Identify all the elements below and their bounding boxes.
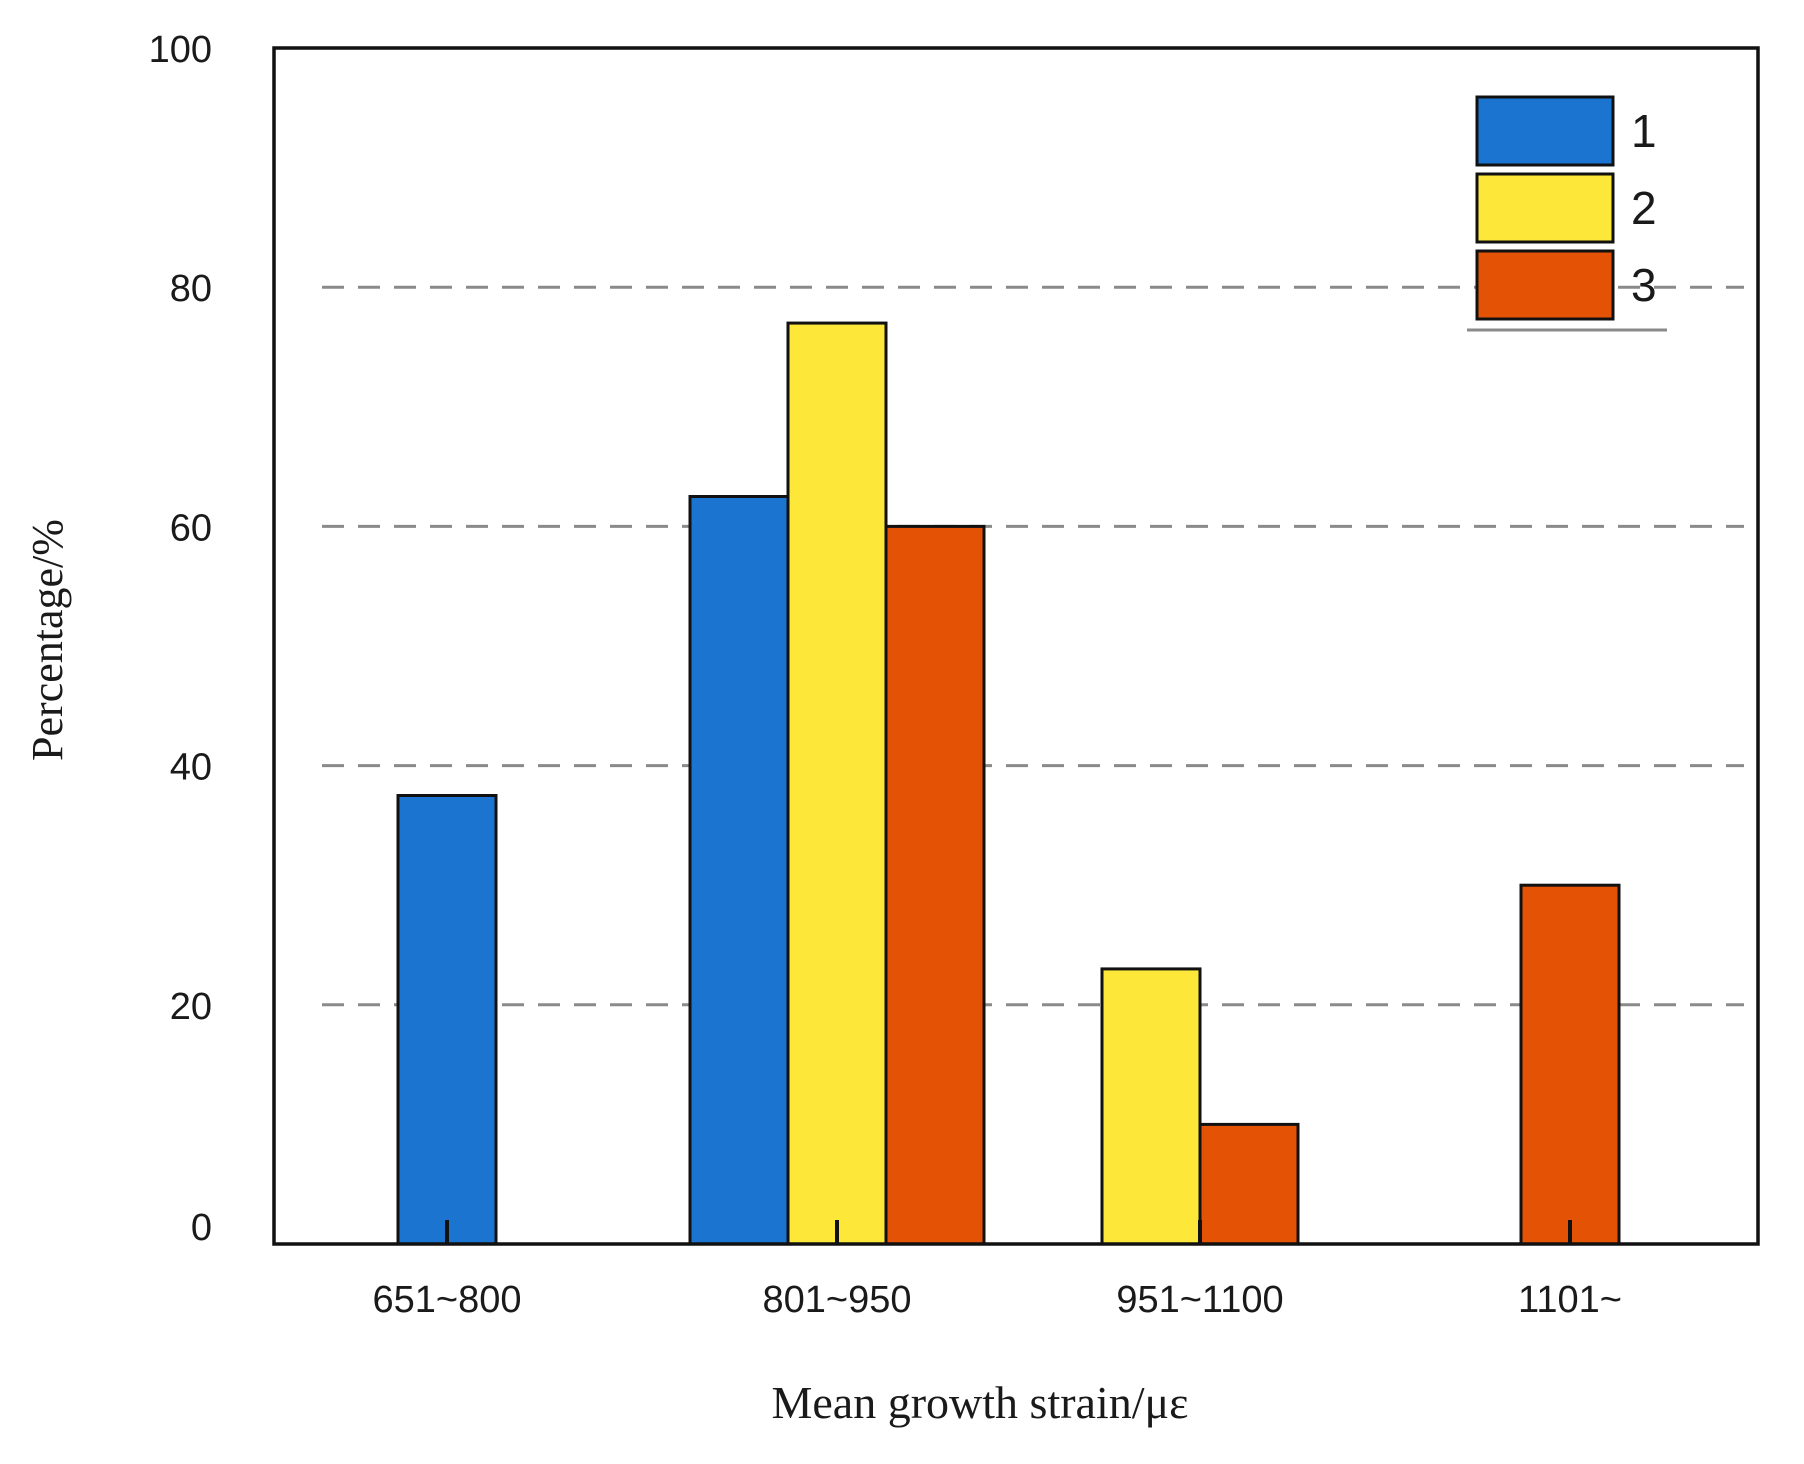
y-axis-label: Percentage/% xyxy=(23,519,72,761)
gridlines xyxy=(322,285,1744,1007)
bar-series-1-651~800 xyxy=(396,794,498,1246)
y-tick-label-40: 40 xyxy=(170,747,212,789)
x-axis-label: Mean growth strain/με xyxy=(771,1377,1188,1428)
y-tick-label-100: 100 xyxy=(149,29,212,71)
bar-series-2-801~950 xyxy=(786,321,888,1246)
legend-label-2: 2 xyxy=(1631,182,1657,234)
legend-swatch-2 xyxy=(1475,172,1615,244)
legend-swatch-1 xyxy=(1475,95,1615,167)
bars xyxy=(396,321,1621,1246)
bar-series-2-951~1100 xyxy=(1100,967,1202,1246)
legend-swatch-3 xyxy=(1475,249,1615,321)
bar-series-3-951~1100 xyxy=(1198,1122,1300,1246)
y-tick-label-0: 0 xyxy=(191,1207,212,1249)
legend-label-3: 3 xyxy=(1631,259,1657,311)
bar-series-1-801~950 xyxy=(688,495,790,1246)
bar-series-3-801~950 xyxy=(884,524,986,1246)
x-tick-label-951~1100: 951~1100 xyxy=(1116,1279,1283,1321)
y-tick-label-20: 20 xyxy=(170,986,212,1028)
y-tick-label-80: 80 xyxy=(170,268,212,310)
bar-series-3-1101~ xyxy=(1519,883,1621,1246)
x-tick-label-801~950: 801~950 xyxy=(763,1279,912,1321)
tick-labels: 0 20 40 60 80 100 651~800 801~950 951~1100 1101~ xyxy=(149,29,1622,1321)
x-tick-label-651~800: 651~800 xyxy=(373,1279,522,1321)
plot-frame xyxy=(272,46,1760,1246)
legend: 1 2 3 xyxy=(1467,95,1667,332)
axes xyxy=(272,46,1760,1246)
legend-label-1: 1 xyxy=(1631,105,1657,157)
y-tick-label-60: 60 xyxy=(170,507,212,549)
x-tick-label-1101~: 1101~ xyxy=(1518,1279,1622,1321)
